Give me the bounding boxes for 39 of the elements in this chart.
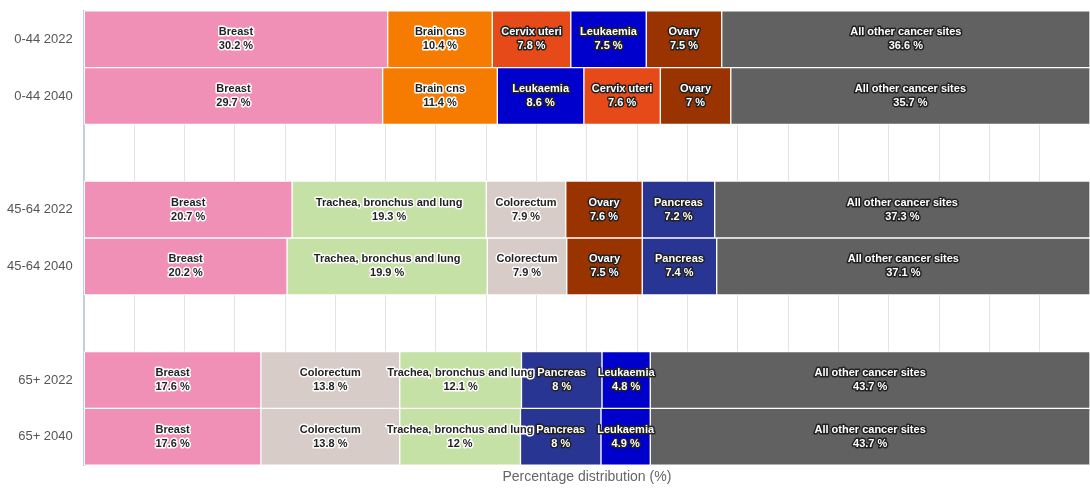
data-label: Breast 17.6 %	[155, 422, 191, 449]
y-tick-label: 65+ 2040	[18, 428, 73, 444]
data-label: Cervix uteri 7.8 %	[501, 25, 562, 52]
data-label: Pancreas 7.2 %	[653, 195, 703, 222]
y-tick-label: 0-44 2040	[14, 87, 73, 103]
data-label: All other cancer sites 43.7 %	[814, 366, 926, 393]
data-label: Colorectum 7.9 %	[495, 195, 557, 222]
data-label: Ovary 7.6 %	[588, 195, 621, 222]
y-tick-label: 45-64 2022	[7, 201, 73, 217]
data-label: Colorectum 13.8 %	[299, 422, 362, 449]
data-label: Ovary 7.5 %	[588, 252, 621, 279]
data-label: All other cancer sites 36.6 %	[850, 25, 962, 52]
y-tick-label: 0-44 2022	[14, 30, 73, 46]
data-label: Pancreas 8 %	[537, 366, 587, 393]
data-label: Ovary 7.5 %	[668, 25, 701, 52]
data-label: Pancreas 8 %	[536, 422, 586, 449]
x-axis-title: Percentage distribution (%)	[502, 468, 672, 485]
data-label: Breast 17.6 %	[155, 366, 191, 393]
data-label: Leukaemia 8.6 %	[512, 82, 570, 109]
data-label: Trachea, bronchus and lung 19.3 %	[315, 195, 463, 222]
data-label: All other cancer sites 35.7 %	[854, 82, 967, 109]
data-label: All other cancer sites 43.7 %	[814, 422, 926, 449]
data-label: Colorectum 7.9 %	[496, 252, 558, 279]
data-label: All other cancer sites 37.3 %	[846, 195, 958, 222]
data-label: Trachea, bronchus and lung 19.9 %	[313, 252, 461, 279]
data-label: Breast 29.7 %	[216, 82, 251, 109]
data-label: Breast 30.2 %	[218, 25, 254, 52]
data-label: Breast 20.7 %	[171, 195, 206, 222]
data-label: Breast 20.2 %	[168, 252, 204, 279]
data-label: Brain cns 11.4 %	[414, 82, 466, 109]
data-label: Brain cns 10.4 %	[414, 25, 466, 52]
data-label: Ovary 7 %	[679, 82, 713, 109]
y-tick-label: 45-64 2040	[7, 257, 73, 273]
data-label: Leukaemia 7.5 %	[580, 25, 638, 52]
data-label: Pancreas 7.4 %	[654, 252, 704, 279]
data-label: Cervix uteri 7.6 %	[591, 82, 653, 109]
data-label: All other cancer sites 37.1 %	[847, 252, 959, 279]
data-label: Colorectum 13.8 %	[299, 366, 362, 393]
y-tick-label: 65+ 2022	[18, 371, 73, 387]
